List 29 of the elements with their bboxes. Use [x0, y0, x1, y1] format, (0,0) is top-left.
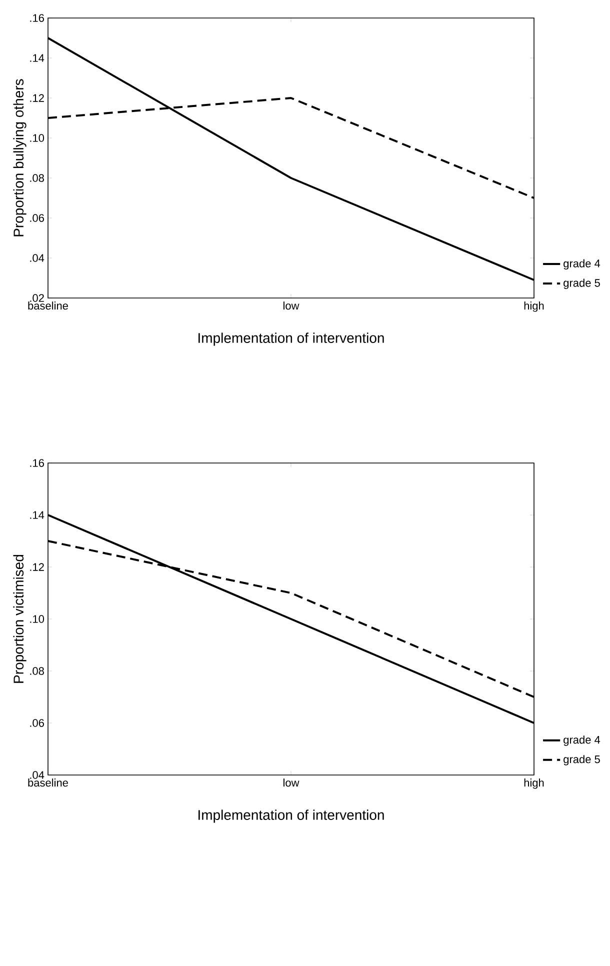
y-tick-label: .04 — [30, 771, 44, 779]
x-tick-label: high — [524, 778, 544, 789]
y-axis-title: Proportion bullying others — [13, 79, 26, 236]
legend-label: grade 5 — [564, 278, 600, 289]
y-tick-label: .06 — [30, 719, 44, 727]
y-tick-label: .04 — [30, 254, 44, 262]
y-tick-label: .12 — [30, 94, 44, 102]
y-tick-label: .08 — [30, 667, 44, 675]
y-tick-label: .06 — [30, 214, 44, 222]
x-tick-label: low — [283, 302, 300, 310]
legend-label: grade 4 — [564, 259, 600, 270]
y-tick-label: .10 — [30, 615, 44, 623]
legend-label: grade 5 — [564, 755, 600, 766]
x-tick-label: baseline — [28, 302, 68, 310]
y-tick-label: .02 — [30, 294, 44, 302]
y-tick-label: .10 — [30, 134, 44, 142]
y-tick-label: .16 — [30, 14, 44, 22]
x-axis-title: Implementation of intervention — [198, 810, 384, 823]
x-tick-label: low — [283, 778, 300, 787]
y-tick-label: .16 — [30, 459, 44, 467]
x-axis-title: Implementation of intervention — [198, 332, 384, 346]
x-tick-label: baseline — [28, 778, 68, 787]
y-axis-title: Proportion victimised — [13, 554, 26, 683]
x-tick-label: high — [524, 302, 544, 312]
legend-label: grade 4 — [564, 736, 600, 746]
y-tick-label: .14 — [30, 511, 44, 519]
y-tick-label: .12 — [30, 563, 44, 571]
y-tick-label: .08 — [30, 174, 44, 182]
y-tick-label: .14 — [30, 54, 44, 62]
